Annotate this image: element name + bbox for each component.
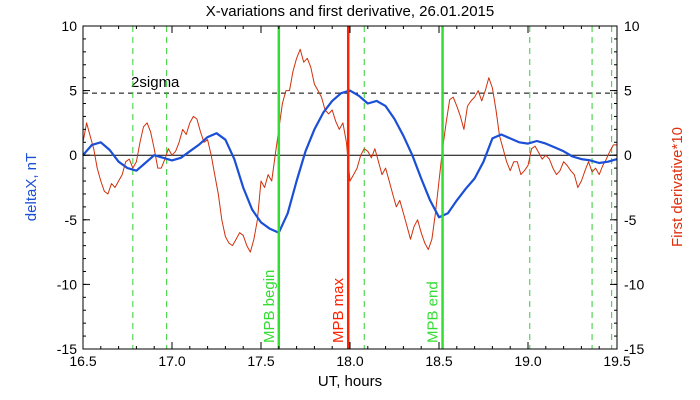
y-tick-label-right: 0 [624, 147, 632, 163]
deltaX-line [82, 89, 618, 234]
y-axis-label-right: First derivative*10 [669, 127, 686, 247]
derivative-line [82, 48, 617, 253]
x-tick-label: 16.5 [69, 353, 96, 369]
y-tick-label-right: 10 [624, 18, 640, 34]
y-tick-label-left: -10 [57, 276, 77, 292]
y-tick-label-right: -10 [624, 276, 644, 292]
x-axis-label: UT, hours [318, 373, 382, 390]
x-tick-label: 19.0 [514, 353, 541, 369]
y-tick-label-right: -5 [624, 212, 637, 228]
marker-label: MPB max [330, 277, 347, 343]
y-tick-label-left: -15 [57, 341, 77, 357]
marker-label: MPB begin [261, 270, 278, 343]
y-tick-label-right: -15 [624, 341, 644, 357]
y-tick-label-left: -5 [65, 212, 78, 228]
x-tick-label: 18.0 [336, 353, 363, 369]
plot-area: 2sigma MPB begin MPB max MPB end 16.5 17.0 17.… [57, 18, 645, 369]
y-tick-label-left: 0 [69, 147, 77, 163]
x-tick-label: 17.5 [247, 353, 274, 369]
y-tick-label-left: 10 [61, 18, 77, 34]
y-tick-label-right: 5 [624, 83, 632, 99]
x-tick-label: 18.5 [425, 353, 452, 369]
x-tick-label: 19.5 [603, 353, 630, 369]
marker-label: MPB end [425, 281, 442, 343]
chart-title: X-variations and first derivative, 26.01… [206, 3, 495, 20]
sigma-label: 2sigma [131, 74, 180, 91]
x-tick-label: 17.0 [158, 353, 185, 369]
y-axis-label-left: deltaX, nT [23, 153, 40, 221]
y-tick-label-left: 5 [69, 83, 77, 99]
